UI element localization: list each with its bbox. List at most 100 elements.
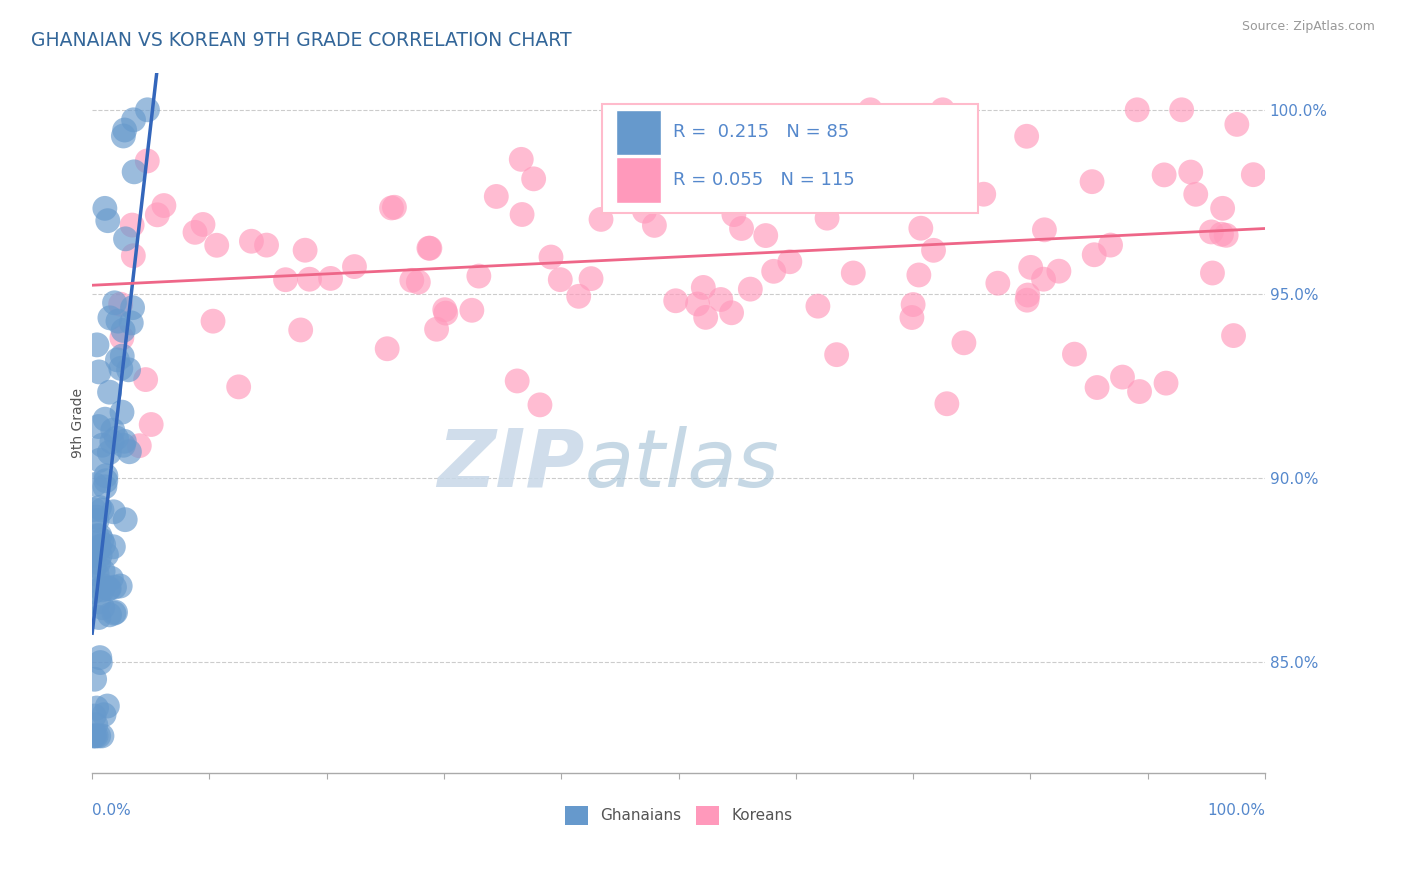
Point xyxy=(953,335,976,350)
Point xyxy=(205,238,228,252)
Bar xyxy=(616,110,661,155)
Text: 0.0%: 0.0% xyxy=(93,804,131,818)
Point xyxy=(803,119,825,133)
Point xyxy=(112,434,135,449)
Point xyxy=(418,241,440,255)
Point xyxy=(83,562,105,576)
Point xyxy=(114,123,136,137)
Text: Source: ZipAtlas.com: Source: ZipAtlas.com xyxy=(1241,20,1375,33)
Point xyxy=(779,254,801,268)
Point xyxy=(1085,380,1108,394)
Point xyxy=(94,480,117,494)
Point xyxy=(1128,384,1150,399)
Point xyxy=(922,244,945,258)
Point xyxy=(633,204,655,219)
Point xyxy=(859,103,882,117)
Point xyxy=(1126,103,1149,117)
Point xyxy=(1015,129,1038,144)
Point xyxy=(84,477,107,491)
Point xyxy=(91,729,114,743)
Point xyxy=(91,600,114,615)
Point xyxy=(468,269,491,284)
Point xyxy=(240,234,263,248)
Point xyxy=(763,166,786,180)
Point xyxy=(97,582,120,596)
Point xyxy=(122,112,145,127)
Point xyxy=(665,293,688,308)
Point xyxy=(94,202,117,216)
Bar xyxy=(616,157,661,202)
Point xyxy=(848,188,870,202)
Point xyxy=(1081,175,1104,189)
Point xyxy=(699,158,721,172)
Point xyxy=(676,161,699,176)
Point xyxy=(93,579,115,593)
Point xyxy=(82,729,104,743)
Point xyxy=(128,439,150,453)
Point xyxy=(375,342,398,356)
Point xyxy=(901,141,924,155)
Point xyxy=(692,280,714,294)
Point xyxy=(141,417,163,432)
Point xyxy=(807,299,830,313)
Point xyxy=(114,513,136,527)
Point xyxy=(98,607,121,622)
Point xyxy=(256,238,278,252)
Text: ZIP: ZIP xyxy=(437,425,585,504)
Point xyxy=(1211,227,1233,242)
Point xyxy=(695,310,717,325)
Y-axis label: 9th Grade: 9th Grade xyxy=(72,388,86,458)
Point xyxy=(103,580,125,594)
Point xyxy=(191,218,214,232)
Point xyxy=(1184,187,1206,202)
Point xyxy=(91,503,114,517)
Point xyxy=(901,310,924,325)
Point xyxy=(97,213,120,227)
Point xyxy=(408,275,430,289)
Point xyxy=(91,564,114,578)
Point xyxy=(762,264,785,278)
Point xyxy=(86,701,108,715)
Point xyxy=(86,513,108,527)
Point xyxy=(1170,103,1192,117)
Point xyxy=(89,656,111,670)
Point xyxy=(294,244,316,258)
Legend: Ghanaians, Koreans: Ghanaians, Koreans xyxy=(565,806,793,824)
Point xyxy=(112,323,135,337)
Point xyxy=(602,169,624,183)
Point xyxy=(103,540,125,554)
Point xyxy=(86,544,108,558)
Point xyxy=(86,338,108,352)
Point xyxy=(94,474,117,488)
Point xyxy=(96,698,118,713)
Point xyxy=(419,241,441,255)
Point xyxy=(98,582,121,596)
Point xyxy=(433,302,456,317)
Point xyxy=(105,431,128,445)
Point xyxy=(540,250,562,264)
Point xyxy=(87,595,110,609)
Point xyxy=(548,273,571,287)
Point xyxy=(90,533,112,548)
Point xyxy=(112,128,135,143)
Point xyxy=(434,306,457,320)
Point xyxy=(107,314,129,328)
Point xyxy=(908,268,931,282)
Point xyxy=(485,189,508,203)
Point xyxy=(83,502,105,516)
Point xyxy=(1154,376,1177,391)
Point xyxy=(98,310,121,325)
Point xyxy=(104,605,127,619)
Point xyxy=(589,212,612,227)
Point xyxy=(83,709,105,723)
Point xyxy=(1032,272,1054,286)
Point xyxy=(136,103,159,117)
Point xyxy=(1180,165,1202,179)
Point xyxy=(710,293,733,307)
Text: GHANAIAN VS KOREAN 9TH GRADE CORRELATION CHART: GHANAIAN VS KOREAN 9TH GRADE CORRELATION… xyxy=(31,31,572,50)
Point xyxy=(908,162,931,177)
Point xyxy=(122,165,145,179)
Point xyxy=(89,650,111,665)
Point xyxy=(529,398,551,412)
Point xyxy=(815,211,838,226)
